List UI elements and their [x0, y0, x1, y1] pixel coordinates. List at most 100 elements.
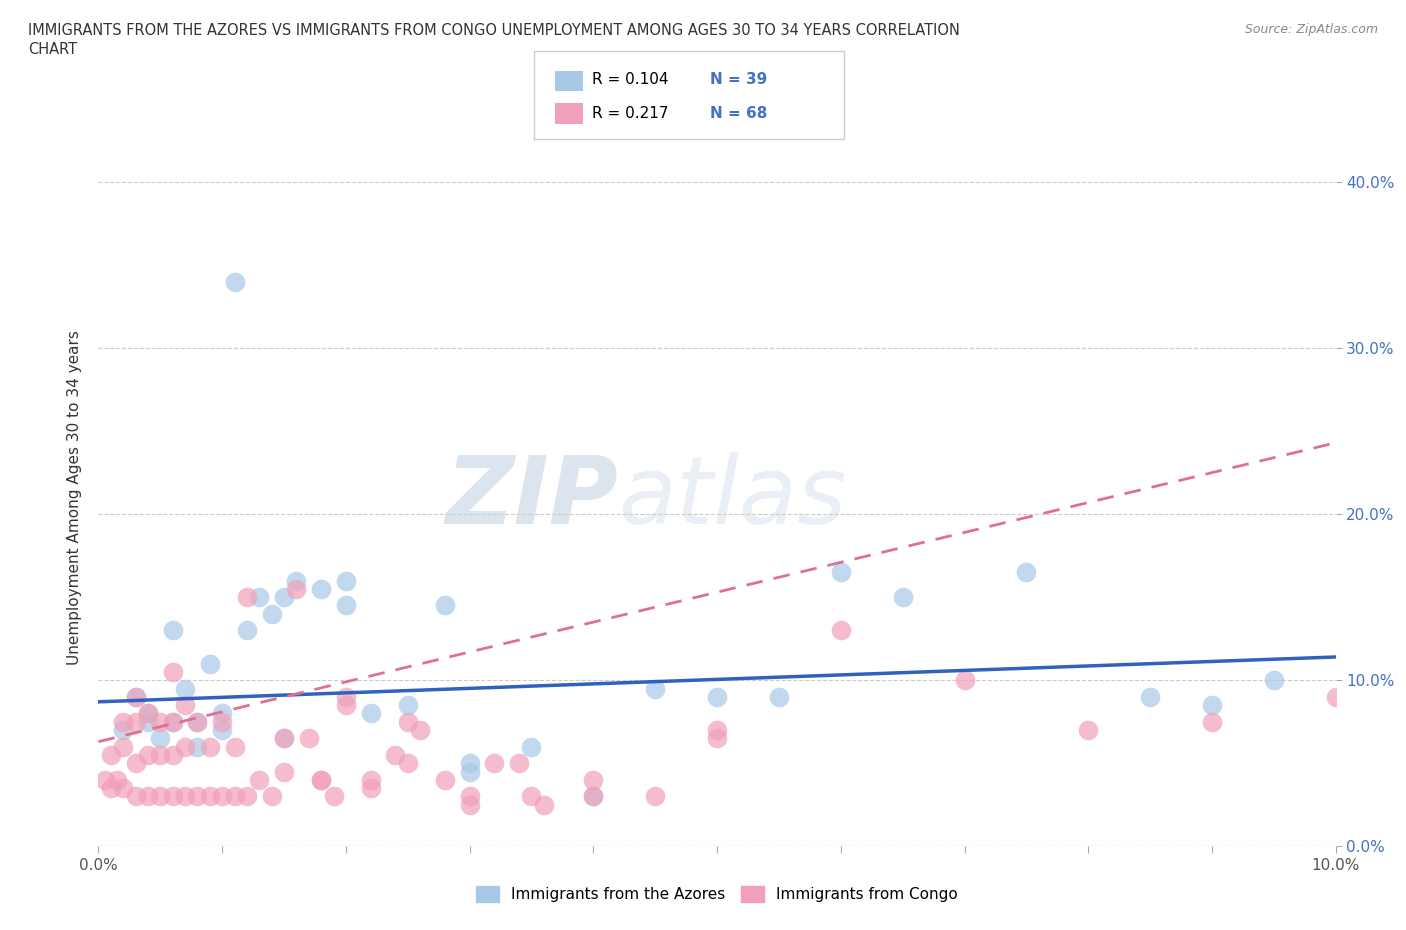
- Point: [112, 781, 135, 796]
- Point: [891, 590, 914, 604]
- Text: IMMIGRANTS FROM THE AZORES VS IMMIGRANTS FROM CONGO UNEMPLOYMENT AMONG AGES 30 T: IMMIGRANTS FROM THE AZORES VS IMMIGRANTS…: [28, 23, 960, 38]
- Text: N = 68: N = 68: [710, 106, 768, 121]
- Point: [186, 714, 208, 729]
- Point: [582, 789, 605, 804]
- Y-axis label: Unemployment Among Ages 30 to 34 years: Unemployment Among Ages 30 to 34 years: [67, 330, 83, 665]
- Point: [236, 789, 259, 804]
- Point: [174, 789, 197, 804]
- Point: [112, 739, 135, 754]
- Point: [335, 598, 357, 613]
- Point: [508, 756, 530, 771]
- Point: [124, 789, 146, 804]
- Point: [162, 714, 184, 729]
- Point: [409, 723, 432, 737]
- Point: [112, 714, 135, 729]
- Point: [298, 731, 321, 746]
- Point: [198, 739, 221, 754]
- Point: [396, 756, 419, 771]
- Point: [224, 274, 246, 289]
- Point: [211, 723, 233, 737]
- Point: [136, 714, 159, 729]
- Point: [582, 789, 605, 804]
- Point: [236, 590, 259, 604]
- Point: [174, 698, 197, 712]
- Point: [384, 748, 406, 763]
- Point: [458, 789, 481, 804]
- Point: [830, 565, 852, 579]
- Point: [162, 714, 184, 729]
- Point: [162, 665, 184, 680]
- Point: [309, 773, 332, 788]
- Point: [211, 789, 233, 804]
- Point: [124, 756, 146, 771]
- Point: [1324, 689, 1347, 704]
- Point: [458, 764, 481, 779]
- Point: [335, 573, 357, 588]
- Point: [247, 773, 270, 788]
- Point: [360, 706, 382, 721]
- Point: [112, 723, 135, 737]
- Point: [162, 623, 184, 638]
- Point: [224, 789, 246, 804]
- Text: Source: ZipAtlas.com: Source: ZipAtlas.com: [1244, 23, 1378, 36]
- Point: [100, 748, 122, 763]
- Point: [953, 672, 976, 687]
- Text: CHART: CHART: [28, 42, 77, 57]
- Point: [335, 698, 357, 712]
- Point: [105, 773, 128, 788]
- Point: [273, 731, 295, 746]
- Point: [224, 739, 246, 754]
- Point: [1077, 723, 1099, 737]
- Point: [136, 748, 159, 763]
- Point: [174, 739, 197, 754]
- Legend: Immigrants from the Azores, Immigrants from Congo: Immigrants from the Azores, Immigrants f…: [470, 880, 965, 909]
- Point: [706, 689, 728, 704]
- Point: [1015, 565, 1038, 579]
- Point: [322, 789, 344, 804]
- Point: [396, 714, 419, 729]
- Point: [236, 623, 259, 638]
- Point: [149, 748, 172, 763]
- Point: [186, 789, 208, 804]
- Point: [174, 681, 197, 696]
- Point: [830, 623, 852, 638]
- Point: [396, 698, 419, 712]
- Point: [309, 581, 332, 596]
- Point: [533, 797, 555, 812]
- Point: [149, 714, 172, 729]
- Point: [1201, 698, 1223, 712]
- Text: ZIP: ZIP: [446, 452, 619, 543]
- Point: [273, 590, 295, 604]
- Point: [273, 731, 295, 746]
- Point: [136, 706, 159, 721]
- Point: [433, 598, 456, 613]
- Point: [198, 657, 221, 671]
- Point: [1139, 689, 1161, 704]
- Point: [458, 797, 481, 812]
- Point: [198, 789, 221, 804]
- Point: [484, 756, 506, 771]
- Point: [433, 773, 456, 788]
- Point: [162, 748, 184, 763]
- Point: [247, 590, 270, 604]
- Text: N = 39: N = 39: [710, 73, 768, 87]
- Point: [186, 714, 208, 729]
- Point: [211, 706, 233, 721]
- Point: [644, 681, 666, 696]
- Point: [100, 781, 122, 796]
- Point: [706, 731, 728, 746]
- Point: [273, 764, 295, 779]
- Point: [1201, 714, 1223, 729]
- Point: [285, 573, 308, 588]
- Point: [136, 706, 159, 721]
- Point: [211, 714, 233, 729]
- Point: [360, 773, 382, 788]
- Point: [149, 789, 172, 804]
- Point: [260, 606, 283, 621]
- Point: [644, 789, 666, 804]
- Point: [582, 773, 605, 788]
- Point: [186, 739, 208, 754]
- Point: [706, 723, 728, 737]
- Point: [360, 781, 382, 796]
- Point: [1263, 672, 1285, 687]
